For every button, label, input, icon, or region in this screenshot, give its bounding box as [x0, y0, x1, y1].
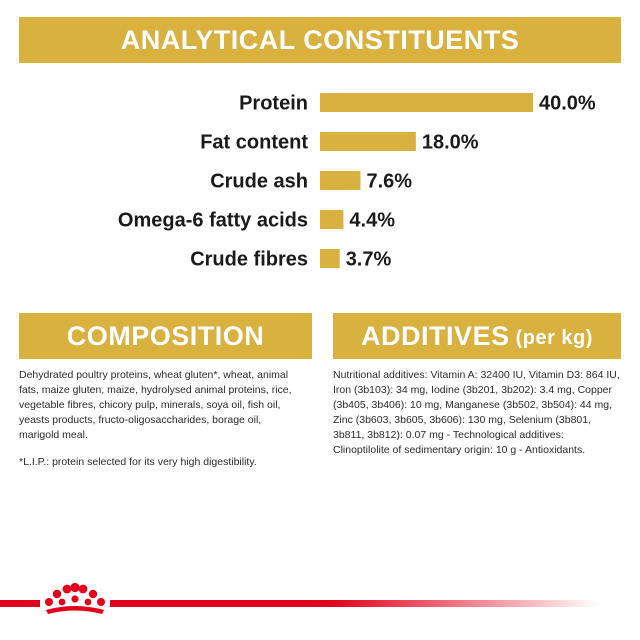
- value-label: 7.6%: [366, 171, 412, 193]
- footer-red-line: [0, 600, 600, 607]
- category-label: Crude ash: [210, 171, 308, 193]
- bar: [320, 210, 344, 229]
- bar: [320, 171, 361, 190]
- value-label: 18.0%: [422, 132, 479, 154]
- analytical-constituents-banner: ANALYTICAL CONSTITUENTS: [19, 17, 621, 63]
- composition-text: Dehydrated poultry proteins, wheat glute…: [19, 369, 292, 441]
- value-label: 40.0%: [539, 93, 596, 115]
- additives-banner: ADDITIVES (per kg): [333, 313, 621, 359]
- royal-canin-crown-icon: [40, 580, 110, 614]
- additives-text: Nutritional additives: Vitamin A: 32400 …: [333, 369, 620, 456]
- additives-title-suffix: (per kg): [515, 326, 593, 349]
- bar: [320, 93, 533, 112]
- category-label: Fat content: [200, 132, 308, 154]
- category-label: Omega-6 fatty acids: [118, 210, 308, 232]
- value-label: 4.4%: [349, 210, 395, 232]
- category-label: Crude fibres: [190, 249, 308, 271]
- analytical-bar-chart: Protein 40.0% Fat content 18.0% Crude ash 7.6…: [118, 93, 596, 271]
- analytical-constituents-title: ANALYTICAL CONSTITUENTS: [120, 24, 520, 55]
- category-label: Protein: [239, 93, 308, 115]
- additives-title: ADDITIVES: [361, 320, 510, 351]
- value-label: 3.7%: [346, 249, 392, 271]
- composition-banner: COMPOSITION: [19, 313, 312, 359]
- bar: [320, 132, 416, 151]
- composition-footnote: *L.I.P.: protein selected for its very h…: [19, 456, 257, 468]
- composition-title: COMPOSITION: [66, 320, 265, 351]
- bar: [320, 249, 340, 268]
